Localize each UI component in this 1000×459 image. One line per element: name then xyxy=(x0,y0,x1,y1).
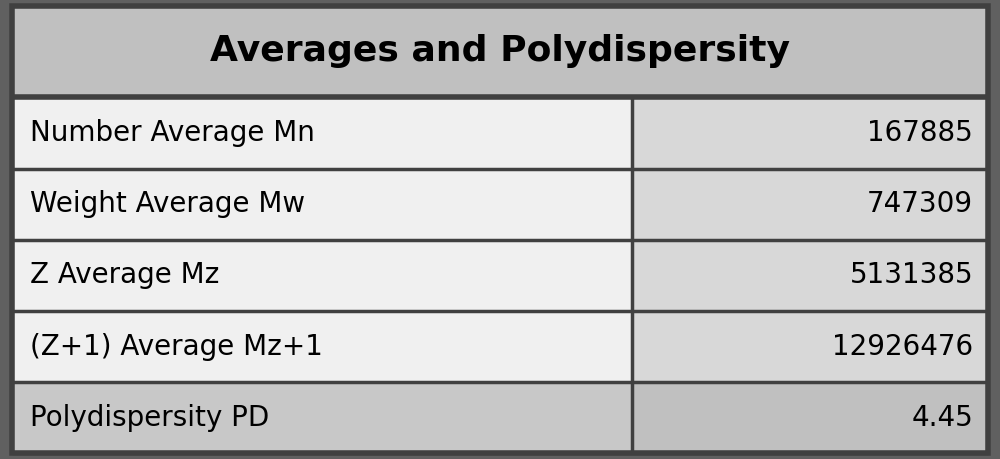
Text: 747309: 747309 xyxy=(867,190,973,218)
Bar xyxy=(632,382,988,453)
Text: Number Average Mn: Number Average Mn xyxy=(30,119,315,147)
Bar xyxy=(12,97,632,168)
Bar xyxy=(632,168,988,240)
Text: (Z+1) Average Mz+1: (Z+1) Average Mz+1 xyxy=(30,333,323,361)
Bar xyxy=(632,311,988,382)
Text: Averages and Polydispersity: Averages and Polydispersity xyxy=(210,34,790,68)
Text: Polydispersity PD: Polydispersity PD xyxy=(30,404,269,432)
Bar xyxy=(12,6,988,97)
Bar xyxy=(12,311,632,382)
Bar xyxy=(12,240,632,311)
Text: Weight Average Mw: Weight Average Mw xyxy=(30,190,305,218)
Text: 5131385: 5131385 xyxy=(849,261,973,290)
Text: Z Average Mz: Z Average Mz xyxy=(30,261,219,290)
Bar xyxy=(632,240,988,311)
Text: 167885: 167885 xyxy=(867,119,973,147)
Bar xyxy=(12,382,632,453)
Text: 4.45: 4.45 xyxy=(911,404,973,432)
Bar xyxy=(632,97,988,168)
Text: 12926476: 12926476 xyxy=(832,333,973,361)
Bar xyxy=(12,168,632,240)
